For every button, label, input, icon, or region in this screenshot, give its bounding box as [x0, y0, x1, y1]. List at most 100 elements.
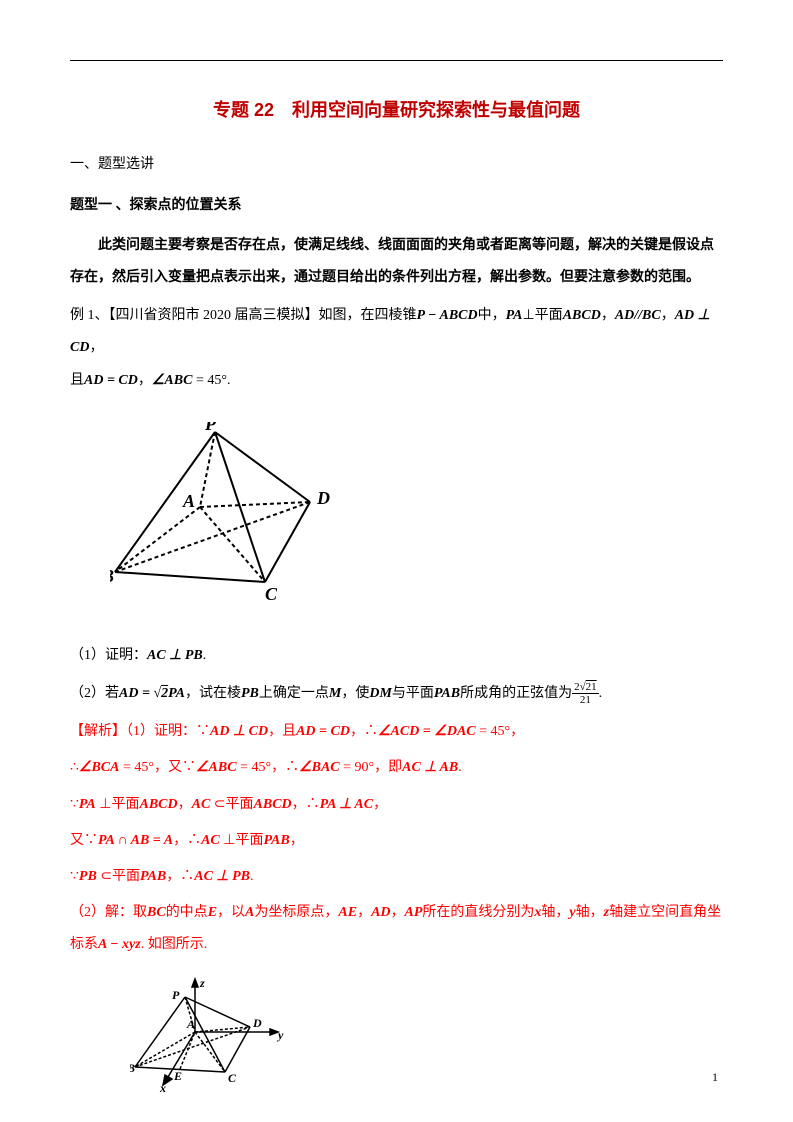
s2e: = 45°，∴ — [240, 760, 299, 775]
subtitle-type1: 题型一 、探索点的位置关系 — [70, 190, 723, 222]
question-2: （2）若AD = √2PA，试在棱PB上确定一点M，使DM与平面PAB所成角的正… — [70, 678, 723, 710]
question-1: （1）证明：AC ⊥ PB. — [70, 640, 723, 672]
sp2h: AE — [338, 905, 357, 920]
f2-c: C — [228, 1071, 237, 1085]
s4c: ，∴ — [173, 833, 201, 848]
section-label: 一、题型选讲 — [70, 149, 723, 181]
q2-pb: PB — [241, 686, 259, 701]
intro-paragraph: 此类问题主要考察是否存在点，使满足线线、线面面面的夹角或者距离等问题，解决的关键… — [70, 230, 723, 294]
s1c: AD = CD — [296, 724, 350, 739]
label-a: A — [182, 491, 195, 511]
f2-y: y — [276, 1028, 284, 1042]
sp2f: A — [245, 905, 254, 920]
f2-d: D — [252, 1016, 262, 1030]
t4: = 45°. — [196, 373, 231, 388]
sp2c: 的中点 — [166, 905, 208, 920]
header-rule — [70, 60, 723, 61]
q2-m: M — [329, 686, 341, 701]
solution-line5: ∵PB ⊂平面PAB，∴AC ⊥ PB. — [70, 861, 723, 893]
s5g: . — [250, 869, 254, 884]
s2a: ∴ — [70, 760, 79, 775]
s2c: = 45°，又∵ — [123, 760, 196, 775]
s5c: ⊂平面 — [97, 869, 140, 884]
sp2k: 所在的直线分别为 — [422, 905, 534, 920]
s3h: ，∴ — [292, 797, 320, 812]
q2-ad: AD = √2PA — [119, 686, 185, 701]
math-p-abcd: P − ABCD — [417, 308, 478, 323]
math-pa: PA — [506, 308, 523, 323]
t2: ⊥平面 — [522, 308, 562, 323]
s3j: ， — [373, 797, 387, 812]
sp2b: BC — [147, 905, 166, 920]
sp2o: 轴， — [576, 905, 604, 920]
s4g: ， — [290, 833, 304, 848]
s3b: PA — [79, 797, 96, 812]
example-1: 例 1、【四川省资阳市 2020 届高三模拟】如图，在四棱锥P − ABCD中，… — [70, 300, 723, 397]
figure-1: P A B C D — [110, 422, 723, 615]
label-b: B — [110, 566, 114, 586]
q1-label: （1）证明： — [70, 648, 147, 663]
label-p: P — [204, 422, 217, 434]
s3e: AC — [192, 797, 211, 812]
sp2s: . 如图所示. — [141, 937, 208, 952]
s4f: PAB — [263, 833, 289, 848]
s2d: ∠ABC — [196, 760, 237, 775]
q2-m3: ，使 — [341, 686, 369, 701]
s4e: ⊥平面 — [220, 833, 264, 848]
solution-part2: （2）解：取BC的中点E，以A为坐标原点，AE，AD，AP所在的直线分别为x轴，… — [70, 897, 723, 961]
s2g: = 90°，即 — [343, 760, 402, 775]
s1d: ，∴ — [350, 724, 378, 739]
s4d: AC — [201, 833, 220, 848]
s1f: = 45°， — [479, 724, 524, 739]
q2-pab: PAB — [434, 686, 460, 701]
q2-m2: 上确定一点 — [259, 686, 329, 701]
sp2j: AP — [405, 905, 423, 920]
sp2e: ，以 — [217, 905, 245, 920]
math-adbc: AD//BC — [615, 308, 661, 323]
sol-label: 【解析】（1）证明：∵ — [70, 724, 210, 739]
s5e: ，∴ — [166, 869, 194, 884]
sp2a: （2）解：取 — [70, 905, 147, 920]
q1-end: . — [203, 648, 207, 663]
s5d: PAB — [140, 869, 166, 884]
s1b: ，且 — [268, 724, 296, 739]
s3c: ⊥平面 — [96, 797, 140, 812]
s2b: ∠BCA — [79, 760, 120, 775]
solution-line2: ∴∠BCA = 45°，又∵∠ABC = 45°，∴∠BAC = 90°，即AC… — [70, 752, 723, 784]
q2-prefix: （2）若 — [70, 686, 119, 701]
label-d: D — [316, 488, 330, 508]
q2-end: 所成角的正弦值为 — [460, 686, 572, 701]
f2-a: A — [186, 1017, 195, 1031]
solution-line3: ∵PA ⊥平面ABCD，AC ⊂平面ABCD，∴PA ⊥ AC， — [70, 789, 723, 821]
s1e: ∠ACD = ∠DAC — [378, 724, 476, 739]
q2-m1: ，试在棱 — [185, 686, 241, 701]
s5a: ∵ — [70, 869, 79, 884]
solution-line4: 又∵PA ∩ AB = A，∴AC ⊥平面PAB， — [70, 825, 723, 857]
t3: 且 — [70, 373, 84, 388]
f2-p: P — [172, 988, 180, 1002]
s3a: ∵ — [70, 797, 79, 812]
sp2i: AD — [371, 905, 390, 920]
f2-e: E — [173, 1069, 182, 1083]
solution-line1: 【解析】（1）证明：∵AD ⊥ CD，且AD = CD，∴∠ACD = ∠DAC… — [70, 716, 723, 748]
sp2d: E — [208, 905, 217, 920]
f2-b: B — [130, 1061, 135, 1075]
page-title: 专题 22 利用空间向量研究探索性与最值问题 — [70, 90, 723, 131]
sp2m: 轴， — [541, 905, 569, 920]
s3f: ⊂平面 — [214, 797, 254, 812]
s5f: AC ⊥ PB — [194, 869, 250, 884]
s3i: PA ⊥ AC — [320, 797, 373, 812]
s4b: PA ∩ AB = A — [98, 833, 173, 848]
q2-dm: DM — [369, 686, 392, 701]
s5b: PB — [79, 869, 97, 884]
s3g: ABCD — [254, 797, 292, 812]
sp2g: 为坐标原点， — [254, 905, 338, 920]
s2h: AC ⊥ AB — [402, 760, 458, 775]
q2-m4: 与平面 — [392, 686, 434, 701]
s2f: ∠BAC — [299, 760, 340, 775]
math-abcd: ABCD — [563, 308, 601, 323]
s1a: AD ⊥ CD — [210, 724, 268, 739]
sp2r: A − xyz — [98, 937, 141, 952]
page-number: 1 — [712, 1064, 718, 1092]
s3d: ABCD — [139, 797, 177, 812]
